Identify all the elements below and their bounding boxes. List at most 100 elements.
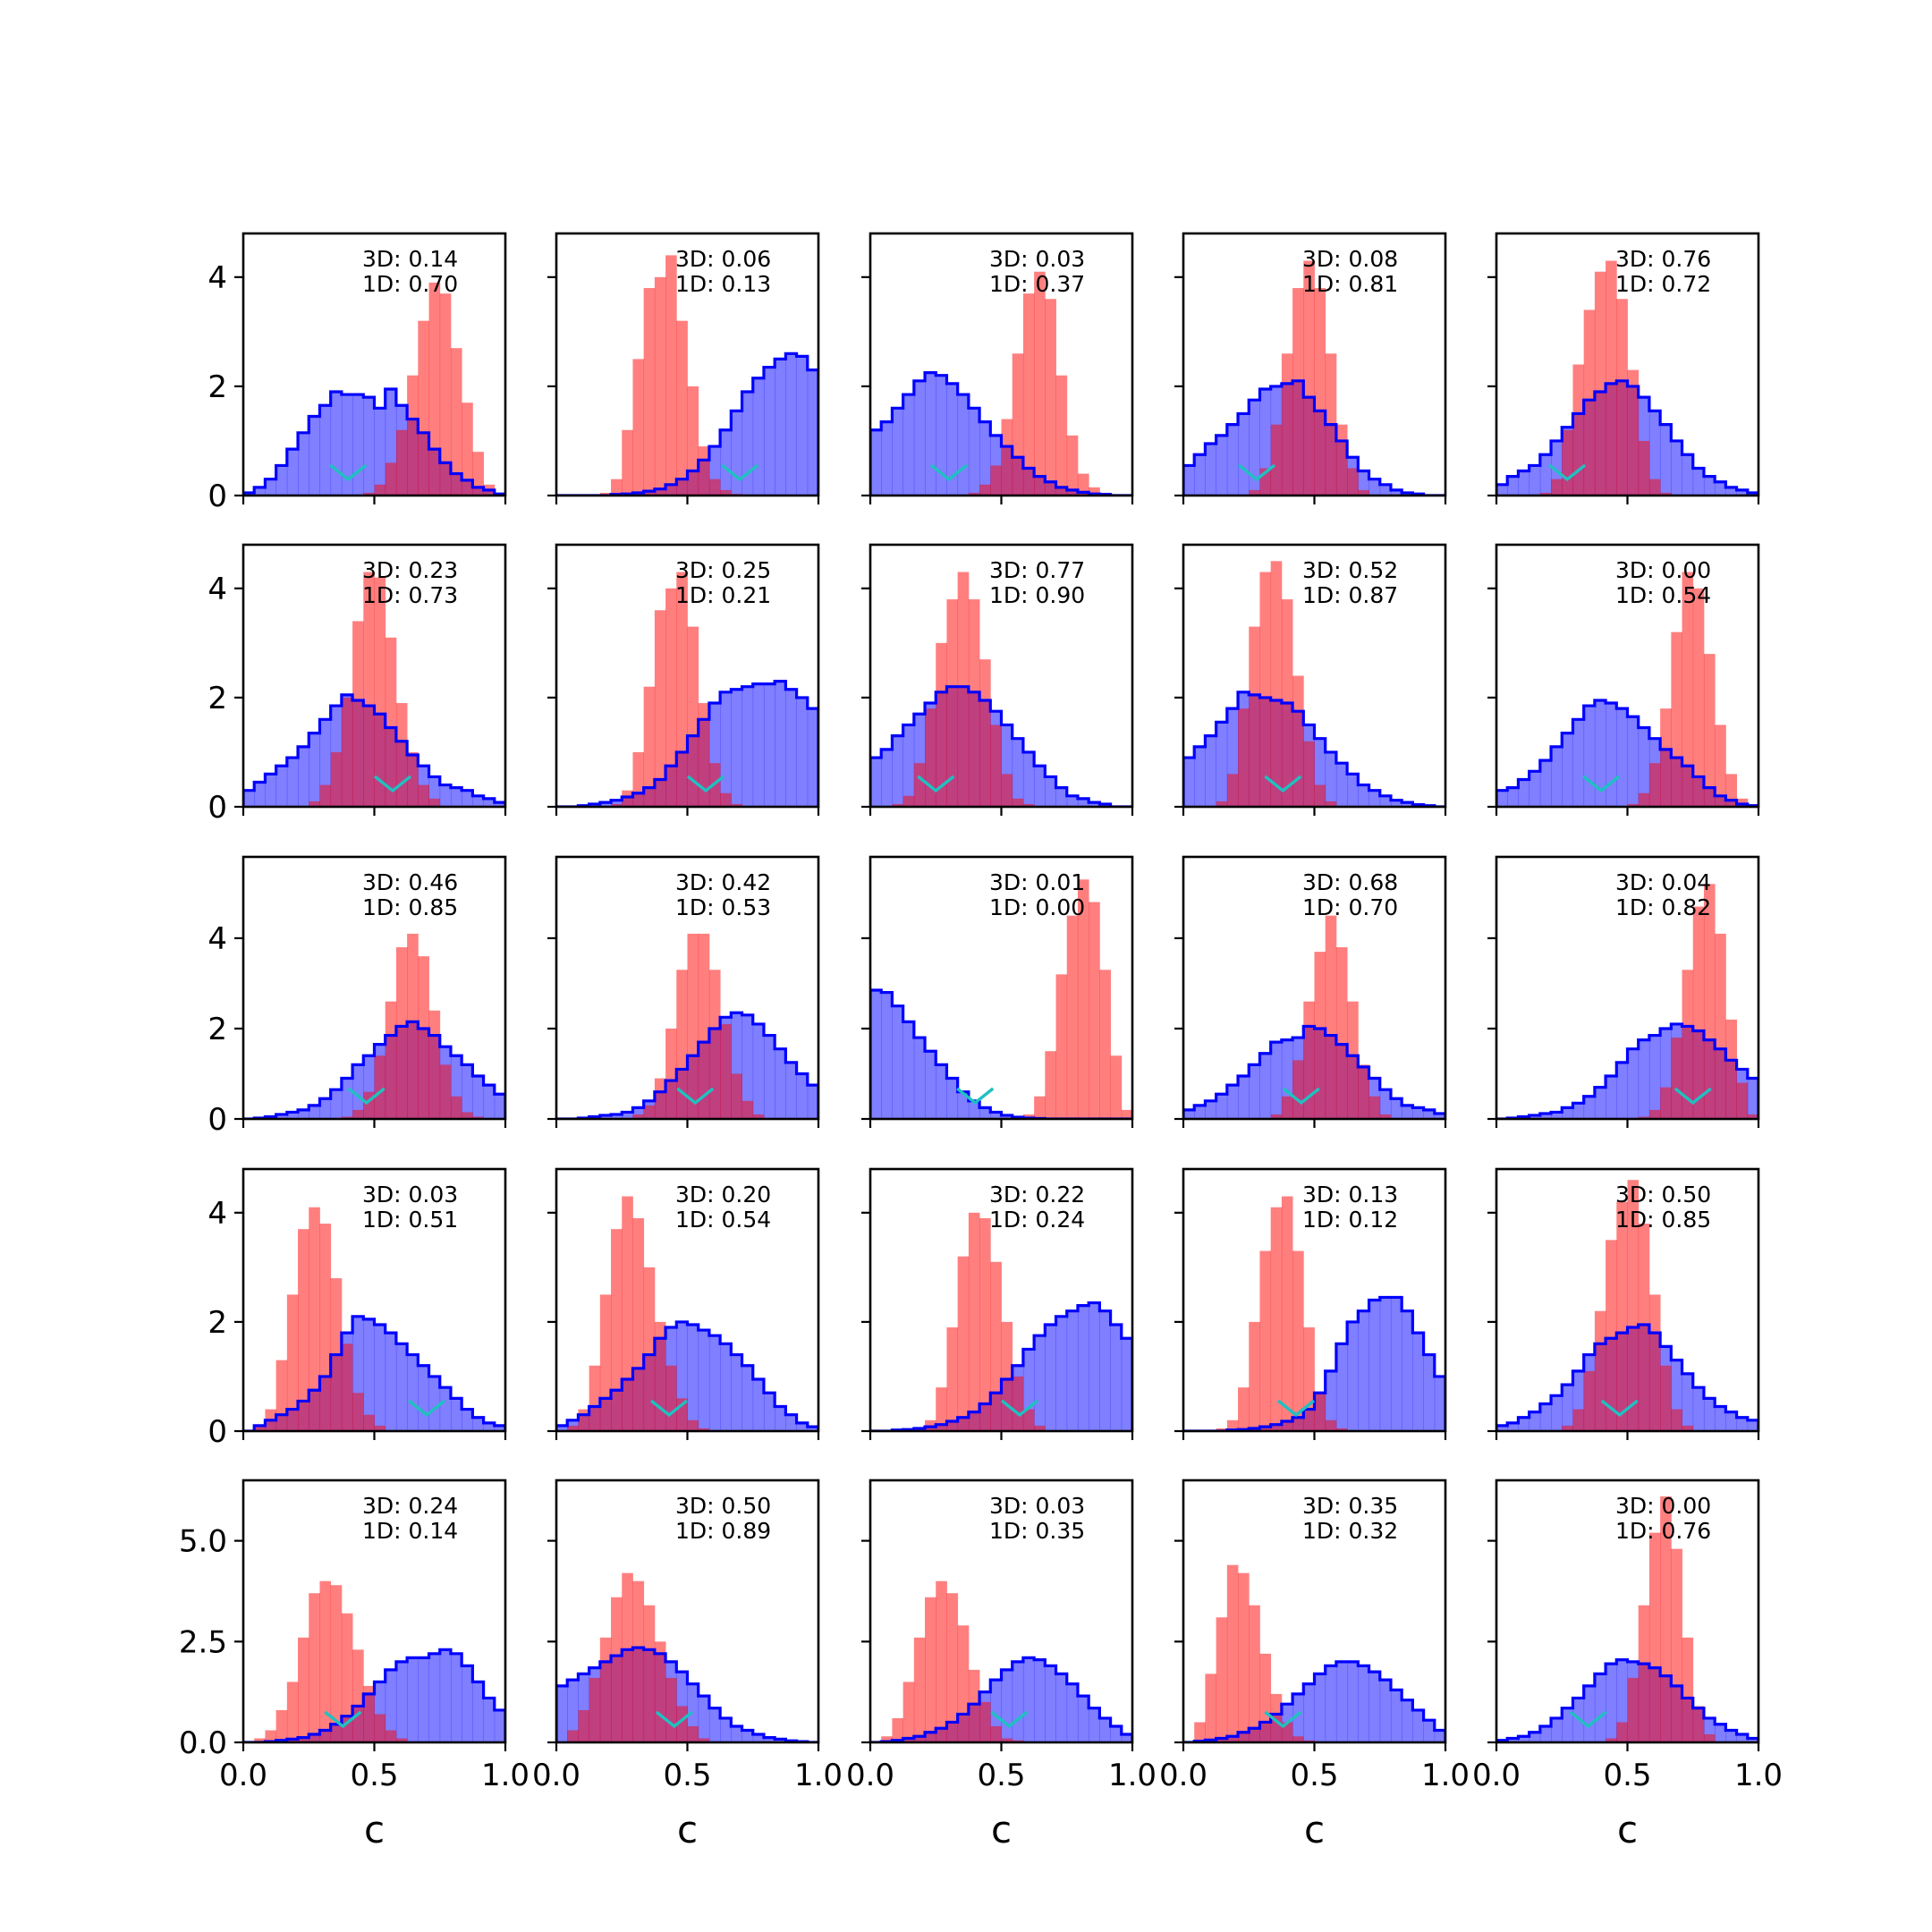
blue-bar: [428, 1653, 441, 1742]
red-bar: [1055, 375, 1068, 496]
red-bar: [567, 1730, 579, 1742]
blue-bar: [990, 1112, 1002, 1119]
red-bar: [643, 686, 656, 807]
blue-bar: [1001, 1669, 1013, 1742]
blue-bar: [319, 1098, 332, 1119]
score-1d-label: 1D: 0.21: [675, 582, 771, 608]
red-bar: [363, 492, 375, 496]
red-bar: [676, 320, 688, 496]
blue-bar: [450, 1398, 462, 1431]
red-bar: [395, 429, 408, 496]
blue-bar: [309, 733, 320, 807]
blue-bar: [741, 1365, 754, 1431]
score-3d-label: 3D: 0.77: [989, 557, 1085, 583]
true-value-marker: [347, 1087, 386, 1106]
blue-bar: [1183, 465, 1195, 496]
blue-bar: [472, 795, 484, 807]
score-3d-label: 3D: 0.35: [1302, 1493, 1398, 1519]
blue-bar: [1551, 1717, 1563, 1742]
red-bar: [1648, 763, 1661, 807]
red-bar: [1562, 429, 1573, 496]
red-bar: [676, 1706, 688, 1742]
blue-bar: [946, 383, 959, 496]
blue-bar: [622, 1112, 633, 1119]
blue-bar: [385, 1333, 397, 1431]
true-value-marker: [1569, 1710, 1607, 1729]
red-bar: [374, 1055, 386, 1119]
y-tick-label: 2: [208, 1305, 227, 1341]
red-bar: [1259, 1250, 1272, 1431]
blue-bar: [439, 1649, 452, 1742]
red-bar: [1022, 293, 1035, 496]
red-bar: [1692, 906, 1705, 1119]
blue-bar: [1496, 1425, 1508, 1431]
blue-bar: [1358, 470, 1369, 496]
plot-area: [556, 1196, 818, 1431]
blue-bar: [1715, 481, 1726, 496]
plot-area: [1496, 1180, 1758, 1431]
red-bar: [1671, 631, 1682, 807]
blue-bar: [1434, 1376, 1445, 1431]
blue-bar: [1077, 798, 1089, 807]
red-bar: [632, 359, 645, 496]
blue-bar: [1671, 440, 1682, 496]
blue-bar: [1390, 489, 1402, 496]
blue-bar: [1001, 1114, 1013, 1119]
blue-bar: [556, 1685, 568, 1742]
red-bar: [1692, 588, 1705, 807]
blue-bar: [741, 392, 754, 496]
x-tick-label: 1.0: [794, 1758, 843, 1793]
blue-step-outline: [870, 1301, 1132, 1431]
red-bar: [352, 1109, 364, 1119]
blue-bar: [275, 465, 288, 496]
red-bar: [611, 1229, 623, 1431]
red-bar: [319, 1224, 332, 1431]
red-bar: [1606, 1240, 1617, 1431]
blue-bar: [1205, 735, 1217, 807]
blue-bar: [796, 1422, 809, 1431]
score-3d-label: 3D: 0.76: [1615, 246, 1711, 272]
plot-area: [1183, 561, 1445, 807]
blue-step-outline: [556, 352, 818, 496]
blue-bar: [1627, 716, 1640, 807]
red-bar: [1616, 299, 1628, 496]
red-bar: [286, 1294, 299, 1431]
blue-bar: [352, 394, 364, 496]
red-bar: [589, 1365, 601, 1431]
red-bar: [957, 572, 970, 807]
score-1d-label: 1D: 0.72: [1615, 271, 1711, 297]
blue-step-outline: [1183, 1295, 1445, 1431]
blue-bar: [936, 1064, 947, 1119]
blue-bar: [925, 1051, 936, 1119]
red-bar: [1001, 774, 1013, 807]
red-bar: [330, 1585, 343, 1742]
blue-bar: [450, 1653, 462, 1742]
red-bar: [1226, 1419, 1239, 1431]
blue-bar: [1303, 1683, 1315, 1742]
blue-bar: [1194, 746, 1206, 807]
x-tick-label: 0.0: [1159, 1758, 1208, 1793]
red-bar: [698, 933, 710, 1119]
red-bar: [1012, 798, 1024, 807]
red-bar: [936, 642, 947, 807]
red-bar: [1012, 1376, 1024, 1431]
red-bar: [741, 1100, 754, 1119]
red-bar: [946, 1327, 959, 1431]
red-bar: [731, 1073, 742, 1119]
blue-bar: [309, 1105, 320, 1119]
x-tick-label: 1.0: [1421, 1758, 1470, 1793]
red-bar: [654, 1078, 666, 1119]
blue-bar: [741, 1014, 754, 1119]
blue-bar: [1183, 758, 1195, 807]
blue-bar: [807, 1427, 818, 1431]
blue-bar: [1551, 1395, 1563, 1431]
blue-bar: [870, 990, 882, 1119]
blue-bar: [1747, 1419, 1758, 1431]
red-bar: [1001, 1738, 1013, 1742]
blue-bar: [1066, 1683, 1079, 1742]
blue-bar: [1325, 1370, 1337, 1431]
y-tick-label: 2: [208, 1012, 227, 1047]
score-3d-label: 3D: 0.20: [675, 1182, 771, 1208]
x-tick-label: 0.5: [1290, 1758, 1338, 1793]
